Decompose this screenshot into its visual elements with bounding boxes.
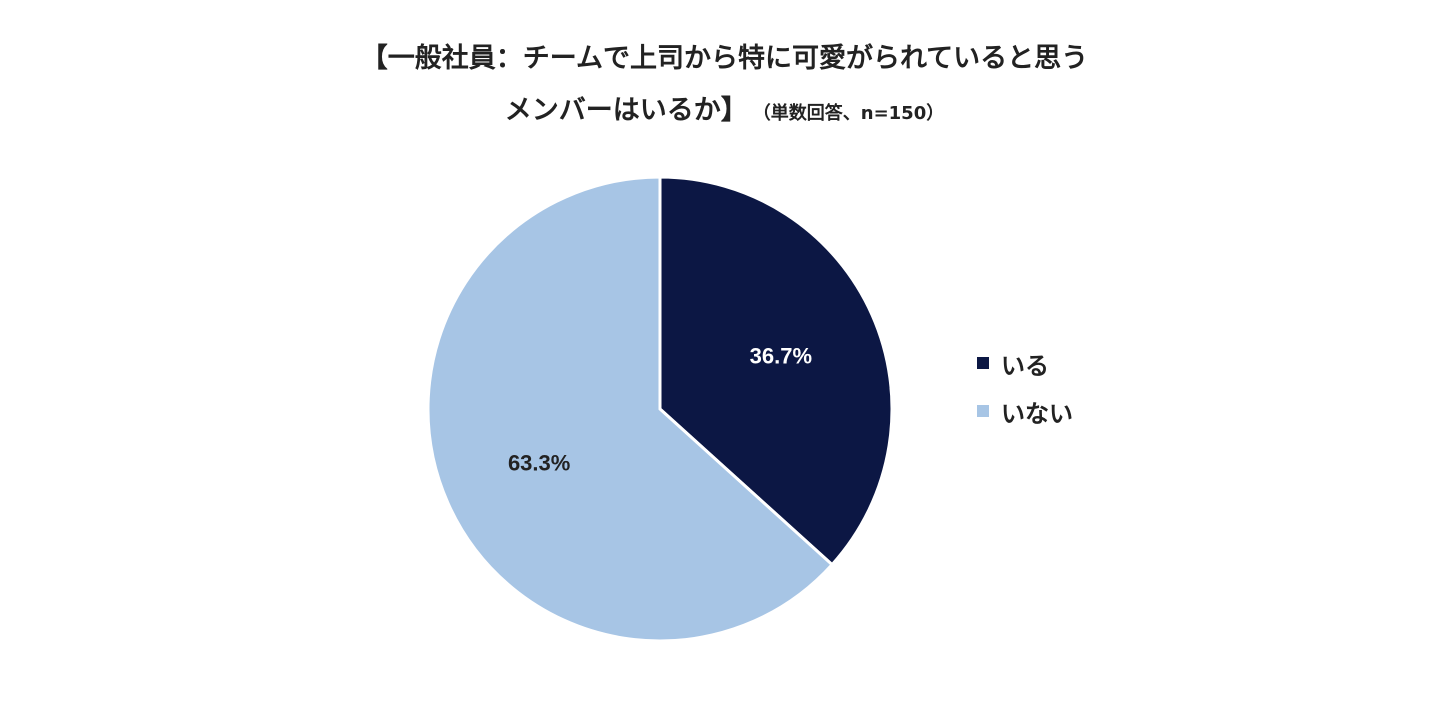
legend-item-iru: いる [977,348,1073,380]
chart-title-line1: 【一般社員：チームで上司から特に可愛がられていると思う [360,43,1089,74]
pie-slices [426,175,894,643]
chart-title-line2: メンバーはいるか】 （単数回答、n=150） [0,88,1449,127]
data-label-iru: 36.7% [750,343,812,368]
legend: いる いない [977,348,1073,444]
chart-subtitle: （単数回答、n=150） [761,103,945,124]
pie-labels: 36.7% 63.3% [508,343,812,475]
legend-item-inai: いない [977,396,1073,428]
chart-title-line2-text: メンバーはいるか】 [504,95,748,126]
legend-swatch-inai [977,405,989,417]
legend-swatch-iru [977,357,989,369]
data-label-inai: 63.3% [508,451,570,476]
legend-label-inai: いない [1001,399,1073,428]
pie-slice-iru [658,175,894,567]
pie-slice-inai [426,175,835,643]
legend-label-iru: いる [1001,351,1049,380]
